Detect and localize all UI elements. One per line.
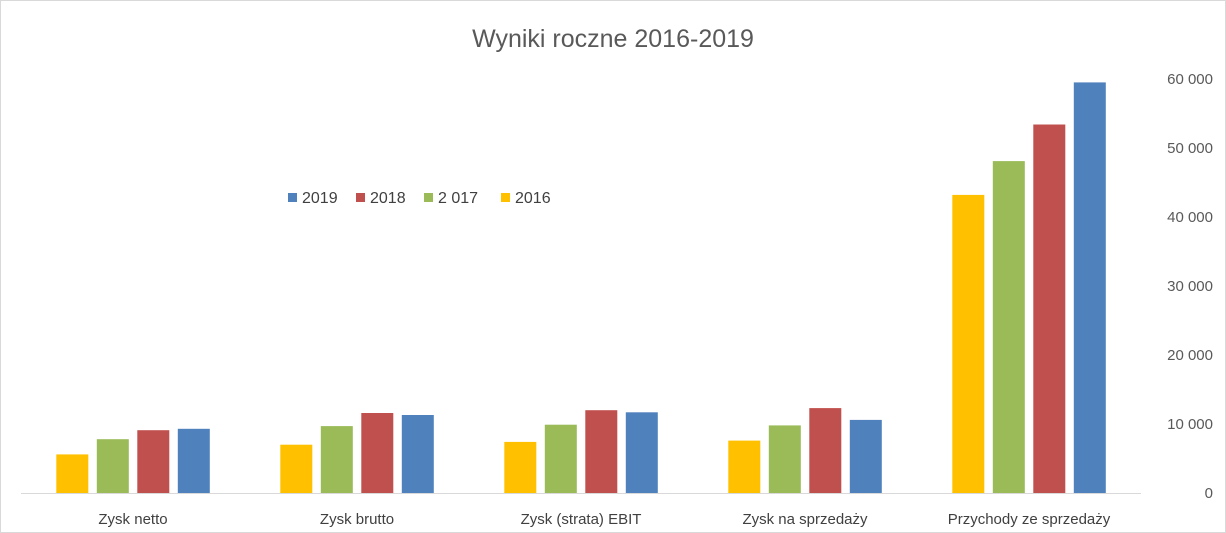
legend-label: 2 017 (438, 190, 478, 207)
chart-title: Wyniki roczne 2016-2019 (472, 25, 754, 53)
legend: 2019 2018 2 017 2016 (288, 190, 551, 207)
category-label: Zysk netto (98, 511, 167, 528)
legend-swatch (356, 193, 365, 202)
bar (625, 412, 658, 493)
bar (137, 430, 170, 493)
y-tick-label: 50 000 (1167, 140, 1213, 157)
bar (992, 161, 1025, 493)
bar (1073, 82, 1106, 494)
bar (280, 444, 313, 493)
y-tick-label: 0 (1205, 485, 1213, 502)
y-tick-label: 10 000 (1167, 416, 1213, 433)
category-label: Przychody ze sprzedaży (948, 511, 1111, 528)
legend-swatch (424, 193, 433, 202)
bar (544, 424, 577, 493)
bar (585, 410, 618, 493)
bar (1033, 124, 1066, 493)
category-labels: Zysk netto Zysk brutto Zysk (strata) EBIT Z… (98, 511, 1110, 528)
bar (401, 415, 434, 493)
legend-label: 2019 (302, 190, 338, 207)
bar (320, 426, 353, 493)
y-axis-ticks: 0 10 000 20 000 30 000 40 000 50 000 60 000 (1167, 71, 1213, 502)
category-label: Zysk na sprzedaży (742, 511, 868, 528)
legend-label: 2016 (515, 190, 551, 207)
bar (768, 425, 801, 493)
bar (361, 413, 394, 493)
bar (504, 441, 537, 493)
bar (177, 428, 210, 493)
bar (728, 440, 761, 493)
legend-swatch (501, 193, 510, 202)
category-label: Zysk (strata) EBIT (521, 511, 642, 528)
legend-label: 2018 (370, 190, 406, 207)
y-tick-label: 60 000 (1167, 71, 1213, 88)
bar (809, 408, 842, 493)
category-label: Zysk brutto (320, 511, 394, 528)
bars-group (56, 82, 1106, 494)
bar (96, 439, 129, 493)
bar (952, 194, 985, 493)
bar (849, 419, 882, 493)
bar (56, 454, 89, 493)
y-tick-label: 40 000 (1167, 209, 1213, 226)
y-tick-label: 20 000 (1167, 347, 1213, 364)
legend-swatch (288, 193, 297, 202)
y-tick-label: 30 000 (1167, 278, 1213, 295)
